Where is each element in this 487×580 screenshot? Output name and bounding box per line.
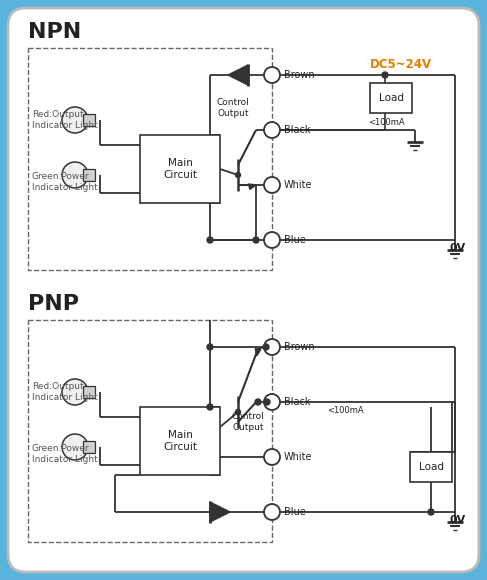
Text: Main
Circuit: Main Circuit [163,158,197,180]
Circle shape [264,504,280,520]
Bar [370,83,412,113]
Bar [140,135,220,203]
Circle shape [264,122,280,138]
Circle shape [263,344,269,350]
Bar [28,48,272,270]
Bar [28,320,272,542]
Circle shape [264,177,280,193]
Text: 0V: 0V [450,515,466,525]
Polygon shape [210,502,230,522]
Text: Control
Output: Control Output [217,98,249,118]
FancyBboxPatch shape [8,8,479,572]
Circle shape [62,107,88,133]
Bar [83,441,95,453]
Text: Green:Power
Indicator Light: Green:Power Indicator Light [32,444,98,463]
Text: Red:Output
Indicator Light: Red:Output Indicator Light [32,382,98,402]
Circle shape [255,399,261,405]
Text: Red:Output
Indicator Light: Red:Output Indicator Light [32,110,98,130]
Circle shape [264,67,280,83]
Text: DC5~24V: DC5~24V [370,59,432,71]
Text: Brown: Brown [284,70,315,80]
Circle shape [236,409,241,415]
Bar [410,452,452,482]
Text: PNP: PNP [28,294,79,314]
Bar [83,114,95,126]
Circle shape [207,344,213,350]
Text: <100mA: <100mA [368,118,405,127]
Text: Black: Black [284,125,311,135]
Bar [83,169,95,181]
Text: White: White [284,452,313,462]
Circle shape [207,404,213,410]
Text: Blue: Blue [284,235,306,245]
Text: Main
Circuit: Main Circuit [163,430,197,452]
Polygon shape [228,65,248,85]
Circle shape [382,72,388,78]
Text: Brown: Brown [284,342,315,352]
Circle shape [207,237,213,243]
Circle shape [62,434,88,460]
Polygon shape [248,184,256,190]
Text: Load: Load [418,462,444,472]
Bar [140,407,220,475]
Text: Blue: Blue [284,507,306,517]
Text: Load: Load [378,93,404,103]
Polygon shape [255,349,261,356]
Text: <100mA: <100mA [327,406,364,415]
Circle shape [428,509,434,515]
Text: Control
Output: Control Output [232,412,264,432]
Text: White: White [284,180,313,190]
Circle shape [264,232,280,248]
Circle shape [236,172,241,177]
Circle shape [264,449,280,465]
Circle shape [253,237,259,243]
Text: NPN: NPN [28,22,81,42]
Text: 0V: 0V [450,243,466,253]
Circle shape [264,399,270,405]
Bar [83,386,95,398]
Circle shape [62,162,88,188]
Text: Black: Black [284,397,311,407]
Circle shape [62,379,88,405]
Circle shape [264,394,280,410]
Text: Green:Power
Indicator Light: Green:Power Indicator Light [32,172,98,192]
Circle shape [264,339,280,355]
